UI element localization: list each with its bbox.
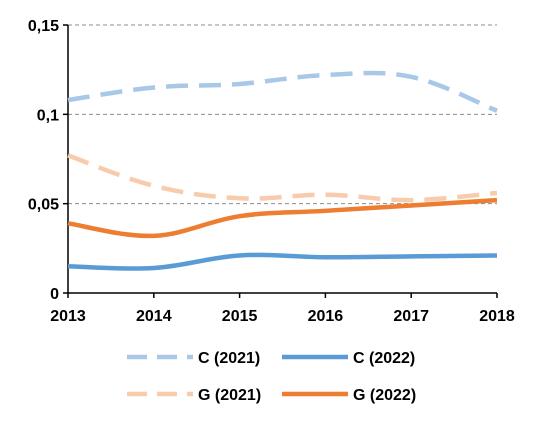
x-tick-label: 2014 — [136, 308, 172, 325]
legend-label: G (2022) — [353, 387, 416, 404]
x-tick-label: 2016 — [308, 308, 344, 325]
gridlines — [68, 24, 497, 205]
x-tick-label: 2018 — [479, 308, 515, 325]
legend-item-c-2022: C (2022) — [282, 350, 415, 367]
legend: C (2021) C (2022) G (2021) G (2022) — [127, 350, 416, 404]
legend-item-g-2022: G (2022) — [282, 387, 416, 404]
y-tick-label: 0,1 — [37, 107, 59, 124]
x-tick-label: 2015 — [222, 308, 258, 325]
y-tick-label: 0 — [50, 286, 59, 303]
legend-label: G (2021) — [198, 387, 261, 404]
y-tick-labels: 0 0,05 0,1 0,15 — [28, 18, 68, 303]
series-lines — [67, 70, 498, 271]
legend-item-c-2021: C (2021) — [127, 350, 260, 367]
series-line-c-2021 — [67, 70, 498, 113]
series-line-g-2021 — [67, 153, 498, 203]
series-line-g-2022 — [67, 197, 498, 239]
series-line-c-2022 — [67, 252, 498, 271]
x-tick-label: 2013 — [50, 308, 86, 325]
axes — [67, 25, 497, 294]
x-tick-label: 2017 — [393, 308, 429, 325]
legend-label: C (2021) — [198, 350, 260, 367]
legend-label: C (2022) — [353, 350, 415, 367]
legend-item-g-2021: G (2021) — [127, 387, 261, 404]
y-tick-label: 0,05 — [28, 197, 59, 214]
x-tick-labels: 2013 2014 2015 2016 2017 2018 — [50, 293, 515, 325]
y-tick-label: 0,15 — [28, 18, 59, 35]
